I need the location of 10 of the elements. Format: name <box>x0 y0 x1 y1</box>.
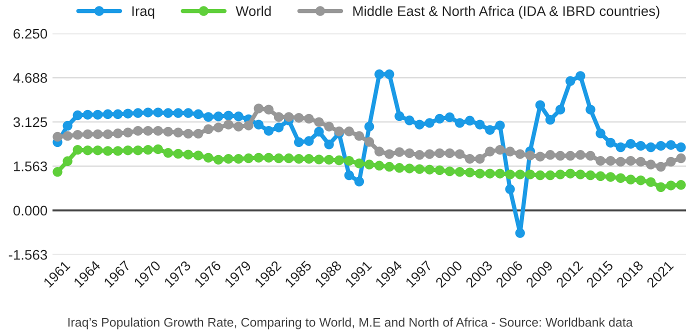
legend-label: World <box>236 6 271 16</box>
legend-label: Middle East & North Africa (IDA & IBRD countries) <box>353 6 660 19</box>
y-tick-label: 4.688 <box>13 73 48 83</box>
y-tick-label: -1.563 <box>8 250 48 260</box>
y-tick-label: 6.250 <box>14 28 48 39</box>
legend-label: Iraq <box>132 6 154 19</box>
y-tick-label: 0.000 <box>13 206 48 216</box>
y-tick-label: 3.125 <box>13 117 48 128</box>
text: Iraq’s Population Growth Rate, Comparing to World, M.E and North of Africa - Source: Worldbank data <box>68 318 633 330</box>
y-tick-label: 1.563 <box>14 161 48 172</box>
